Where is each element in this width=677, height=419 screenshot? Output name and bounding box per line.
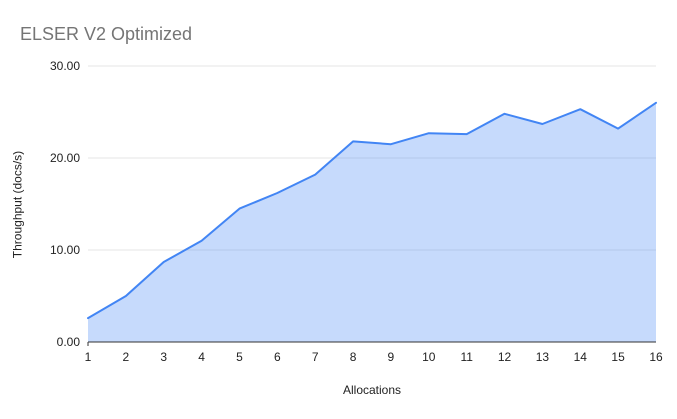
x-tick-label: 5 bbox=[236, 350, 243, 364]
x-tick-label: 13 bbox=[536, 350, 550, 364]
x-tick-label: 15 bbox=[611, 350, 625, 364]
area-fill bbox=[88, 102, 656, 342]
x-tick-label: 11 bbox=[460, 350, 473, 364]
y-tick-label: 20.00 bbox=[50, 151, 80, 165]
chart-title: ELSER V2 Optimized bbox=[20, 24, 193, 44]
x-axis-title: Allocations bbox=[342, 383, 402, 397]
x-tick-label: 1 bbox=[85, 350, 92, 364]
y-tick-label: 0.00 bbox=[57, 335, 81, 349]
x-tick-label: 8 bbox=[350, 350, 357, 364]
x-tick-label: 7 bbox=[312, 350, 319, 364]
x-tick-label: 9 bbox=[388, 350, 395, 364]
x-tick-label: 4 bbox=[198, 350, 205, 364]
y-tick-label: 30.00 bbox=[50, 59, 80, 73]
x-tick-label: 3 bbox=[160, 350, 167, 364]
x-tick-label: 2 bbox=[123, 350, 130, 364]
x-tick-label: 14 bbox=[574, 350, 588, 364]
series-line bbox=[87, 101, 657, 320]
x-tick-label: 16 bbox=[649, 350, 663, 364]
y-tick-label: 10.00 bbox=[50, 243, 80, 257]
x-tick-label: 10 bbox=[422, 350, 436, 364]
x-tick-label: 6 bbox=[274, 350, 281, 364]
x-tick-label: 12 bbox=[498, 350, 512, 364]
